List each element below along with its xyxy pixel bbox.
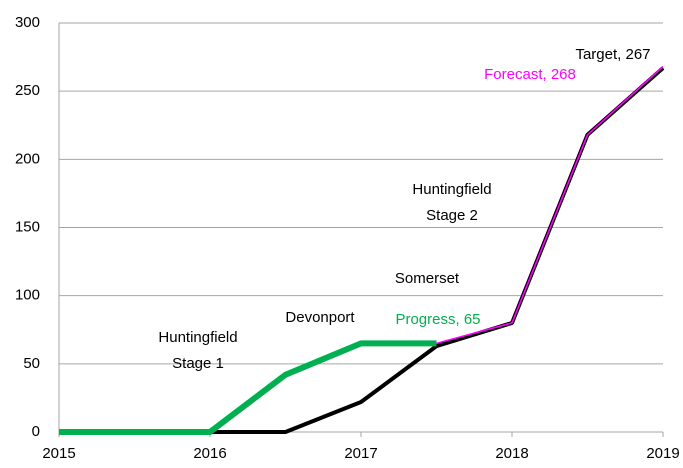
x-tick-label: 2017 [344, 445, 377, 462]
series-line [436, 66, 664, 345]
y-tick-label: 50 [23, 355, 40, 372]
y-tick-label: 250 [15, 82, 40, 99]
annotation: Stage 1 [172, 355, 224, 372]
annotation: Progress, 65 [395, 311, 480, 328]
y-tick-label: 150 [15, 218, 40, 235]
y-tick-label: 200 [15, 150, 40, 167]
y-tick-label: 300 [15, 14, 40, 31]
annotation: Somerset [395, 270, 460, 287]
x-tick-label: 2016 [193, 445, 226, 462]
series-line [59, 66, 665, 434]
y-tick-label: 100 [15, 287, 40, 304]
x-tick-label: 2019 [646, 445, 679, 462]
annotation: Devonport [285, 309, 355, 326]
annotation: Stage 2 [426, 207, 478, 224]
x-tick-label: 2015 [42, 445, 75, 462]
annotation: Huntingfield [158, 329, 237, 346]
annotation: Forecast, 268 [484, 66, 576, 83]
x-tick-label: 2018 [495, 445, 528, 462]
annotation: Huntingfield [412, 181, 491, 198]
series-line [59, 340, 437, 435]
annotation: Target, 267 [575, 46, 650, 63]
y-tick-label: 0 [32, 423, 40, 440]
